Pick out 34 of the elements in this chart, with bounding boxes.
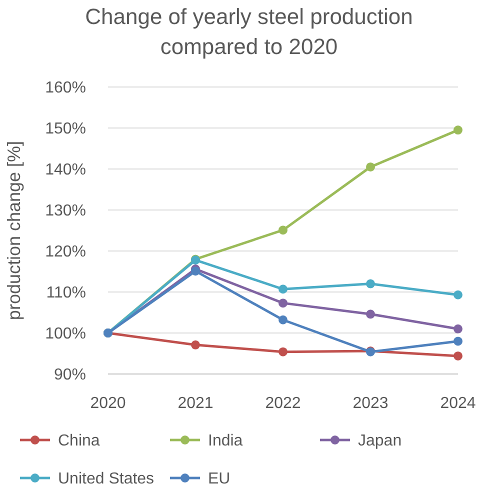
legend-label: China: [58, 432, 100, 450]
x-tick-label: 2023: [352, 395, 388, 412]
y-tick-label: 160%: [45, 80, 86, 97]
point: [454, 324, 462, 334]
legend-label: United States: [58, 470, 154, 488]
y-tick-label: 110%: [46, 284, 86, 302]
point: [278, 347, 288, 356]
chart-title: Change of yearly steel production compared to 2020: [85, 4, 413, 59]
point: [366, 162, 375, 172]
point: [278, 284, 288, 294]
y-tick-label: 130%: [45, 202, 86, 220]
y-axis-title: production change [%]: [4, 140, 24, 320]
point: [454, 351, 462, 360]
legend-label: Japan: [358, 432, 402, 450]
y-tick-label: 140%: [45, 162, 86, 179]
x-tick-label: 2020: [90, 395, 126, 412]
point: [278, 298, 288, 308]
x-tick-label: 2022: [265, 395, 301, 412]
y-tick-label: 120%: [45, 244, 86, 261]
y-tick-label: 150%: [45, 120, 86, 138]
point: [366, 310, 375, 319]
point: [366, 279, 375, 288]
point: [278, 315, 288, 324]
x-tick-label: 2021: [178, 395, 214, 412]
point: [454, 290, 462, 300]
x-tick-label: 2024: [440, 395, 476, 412]
point: [191, 340, 200, 350]
legend-label: India: [208, 432, 243, 450]
point: [454, 336, 462, 346]
point: [278, 226, 288, 235]
y-tick-label: 90%: [54, 366, 86, 384]
legend-label: EU: [208, 470, 230, 488]
y-tick-label: 100%: [45, 326, 86, 343]
point: [454, 126, 462, 135]
